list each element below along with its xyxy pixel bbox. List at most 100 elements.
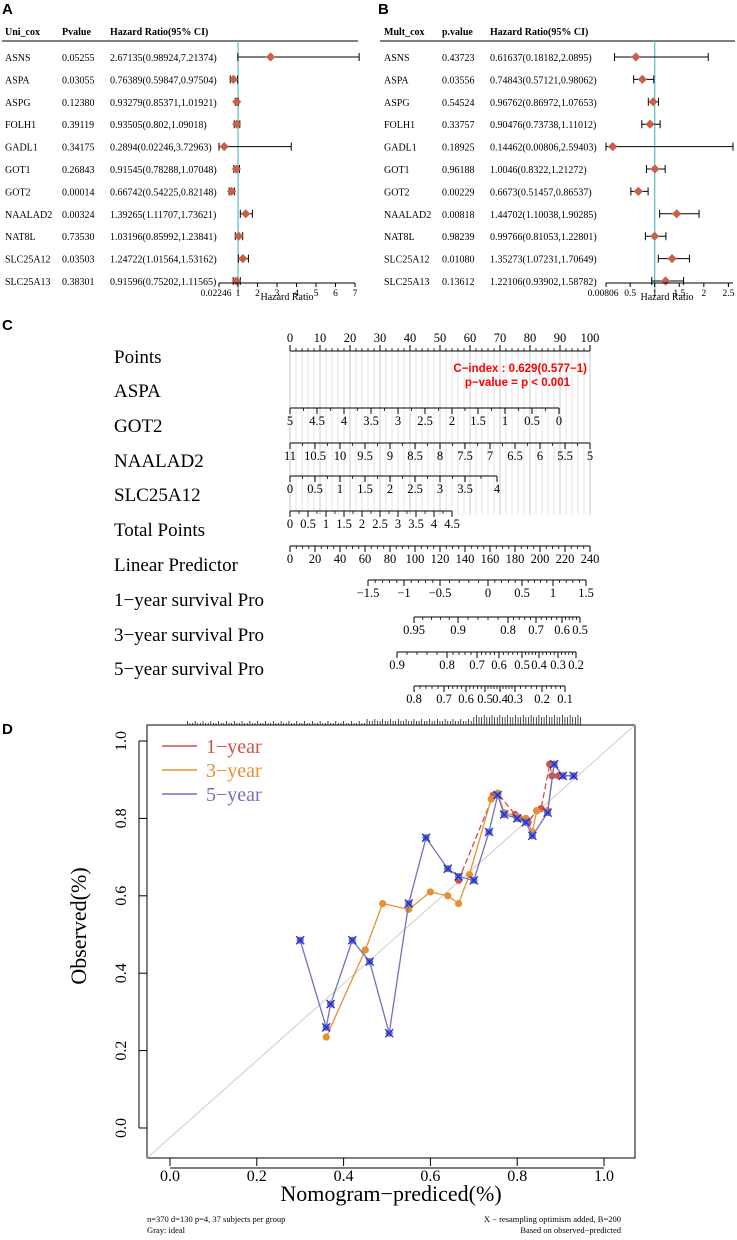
nomogram-tick-label: 3.5 [408,517,424,531]
hazard-ratio-diamond [633,186,643,196]
x-tick-label: 5 [314,289,319,299]
nomogram-tick-label: 20 [309,552,322,566]
nomogram-tick-label: 8 [437,449,443,463]
gene-label: GOT1 [5,165,31,176]
nomogram-row-label: Points [114,347,162,368]
hazard-ratio-text: 1.35273(1.07231,1.70649) [490,255,597,266]
gene-label: ASPA [384,75,409,86]
nomogram-tick-label: 0.4 [531,658,547,672]
gene-label: NAALAD2 [384,210,431,221]
nomogram-tick-label: 2 [449,414,455,428]
nomogram-tick-label: 3 [395,414,401,428]
panel-d-calibration: D 0.0 0.2 0.4 0.6 0.8 1.0 0.0 0.2 0.4 0.6 0.8 1.0 1… [2,715,636,1235]
nomogram-tick-label: 60 [464,331,477,345]
nomogram-gridlines [289,352,591,515]
panel-a-header-hr: Hazard Ratio(95% CI) [110,27,208,38]
series-point [487,795,495,803]
nomogram-tick-label: 200 [531,552,550,566]
series-point [426,888,434,896]
p-value: 0.00014 [62,187,95,198]
nomogram-tick-label: 4 [341,414,348,428]
p-value: 0.54524 [442,98,475,109]
nomogram-tick-label: 140 [456,552,475,566]
nomogram-tick-label: 3 [395,517,401,531]
ideal-line [146,724,636,1159]
nomogram-tick-label: 0.7 [528,623,544,637]
legend-label: 1−year [206,736,262,758]
footnote-left-2: Gray: ideal [147,1225,186,1235]
x-tick-label: 0.8 [507,1168,527,1185]
nomogram-tick-label: 0.3 [550,658,566,672]
p-value: 0.05255 [62,53,95,64]
resampled-cross [384,1028,394,1038]
nomogram-tick-label: 180 [506,552,525,566]
gene-label: ASNS [384,53,410,64]
resampled-cross [347,935,357,945]
nomogram-tick-label: 4 [431,517,438,531]
nomogram-row-label: Total Points [114,520,205,541]
resampled-cross [521,817,531,827]
x-tick-label: 4 [294,289,299,299]
hazard-ratio-text: 1.22106(0.93902,1.58782) [490,277,597,288]
nomogram-tick-label: 10 [334,449,347,463]
gene-label: ASPG [384,98,410,109]
resampled-cross [484,827,494,837]
nomogram-row-label: GOT2 [114,416,163,437]
panel-a-header-gene: Uni_cox [5,27,40,38]
hazard-ratio-text: 0.6673(0.51457,0.86537) [490,187,592,198]
nomogram-tick-label: 90 [554,331,567,345]
hazard-ratio-diamond [660,276,671,286]
nomogram-tick-label: 2.5 [407,482,423,496]
panel-a-forest-plot: A Uni_cox Pvalue Hazard Ratio(95% CI) AS… [2,1,360,303]
nomogram-tick-label: 0.9 [450,623,466,637]
series-point [322,1033,330,1041]
hazard-ratio-text: 0.96762(0.86972,1.07653) [490,98,597,109]
nomogram-tick-label: 0.8 [439,658,455,672]
nomogram-tick-label: 100 [581,331,600,345]
x-tick-label: 2 [701,289,706,299]
p-value: 0.73530 [62,232,95,243]
nomogram-tick-label: 1 [550,586,556,600]
nomogram-tick-label: 1 [323,517,329,531]
p-value: 0.43723 [442,53,475,64]
nomogram-row-label: 1−year survival Pro [114,590,264,611]
nomogram-tick-label: 40 [404,331,417,345]
p-value: 0.03055 [62,75,95,86]
nomogram-tick-label: 120 [431,552,450,566]
gene-label: NAT8L [384,232,415,243]
p-value: 0.00229 [442,187,475,198]
p-value: 0.00818 [442,210,475,221]
hazard-ratio-diamond [232,119,242,129]
resampled-cross [558,771,568,781]
nomogram-tick-label: 8.5 [407,449,423,463]
hazard-ratio-diamond [241,209,251,219]
series-line [325,762,574,1038]
nomogram-tick-label: 0 [287,331,293,345]
nomogram-tick-label: 3.5 [363,414,379,428]
resampled-cross [549,759,559,769]
p-value: 0.39119 [62,120,94,131]
nomogram-tick-label: −0.5 [429,586,452,600]
nomogram-tick-label: 1.5 [470,414,486,428]
nomogram-tick-label: 220 [556,552,575,566]
calibration-y-label: Observed(%) [66,867,91,984]
nomogram-tick-label: 6 [537,449,543,463]
nomogram-tick-label: 3.5 [457,482,473,496]
x-tick-label: 0.0 [160,1168,180,1185]
hazard-ratio-text: 0.74843(0.57121,0.98062) [490,75,597,86]
gene-label: SLC25A12 [384,255,430,266]
gene-label: FOLH1 [5,120,36,131]
resampled-cross [321,1022,331,1032]
panel-b-x-axis: 0.00806 0.5 1 1.5 2 2.5 [588,282,735,299]
nomogram-tick-label: 7.5 [457,449,473,463]
hazard-ratio-diamond [648,97,658,107]
hazard-ratio-diamond [234,231,244,241]
hazard-ratio-diamond [667,254,677,264]
nomogram-tick-label: 0 [485,586,491,600]
x-tick-label: 1 [652,289,657,299]
y-tick-label: 0.6 [113,886,130,906]
y-tick-label: 1.0 [113,731,130,751]
nomogram-tick-label: 0.5 [524,414,540,428]
resampled-cross [326,999,336,1009]
x-tick-label: 0.00806 [588,289,619,299]
